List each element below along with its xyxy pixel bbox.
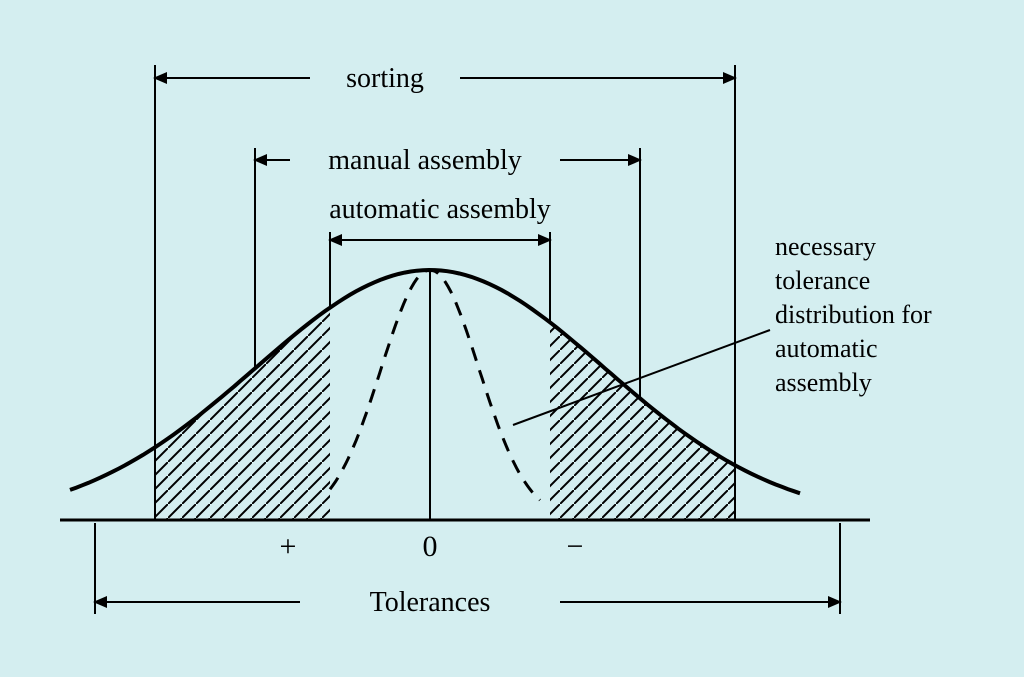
svg-text:manual assembly: manual assembly: [328, 145, 522, 176]
dimension-automatic-assembly: automatic assembly: [329, 194, 551, 240]
axis-label-zero: 0: [423, 530, 438, 563]
axis-label-minus: −: [567, 530, 584, 563]
dimension-manual-assembly: manual assembly: [255, 145, 640, 176]
dimension-tolerances: Tolerances: [95, 587, 840, 618]
tolerance-distribution-diagram: sorting manual assembly automatic assemb…: [0, 0, 1024, 677]
dashed-bell-curve: [330, 270, 540, 500]
svg-text:sorting: sorting: [346, 63, 424, 94]
hatched-regions: [155, 308, 735, 520]
svg-text:automatic assembly: automatic assembly: [329, 194, 551, 225]
axis-label-plus: +: [280, 530, 297, 563]
svg-text:Tolerances: Tolerances: [370, 587, 491, 618]
annotation-text: necessarytolerancedistribution forautoma…: [775, 232, 932, 397]
dimension-sorting: sorting: [155, 63, 735, 94]
